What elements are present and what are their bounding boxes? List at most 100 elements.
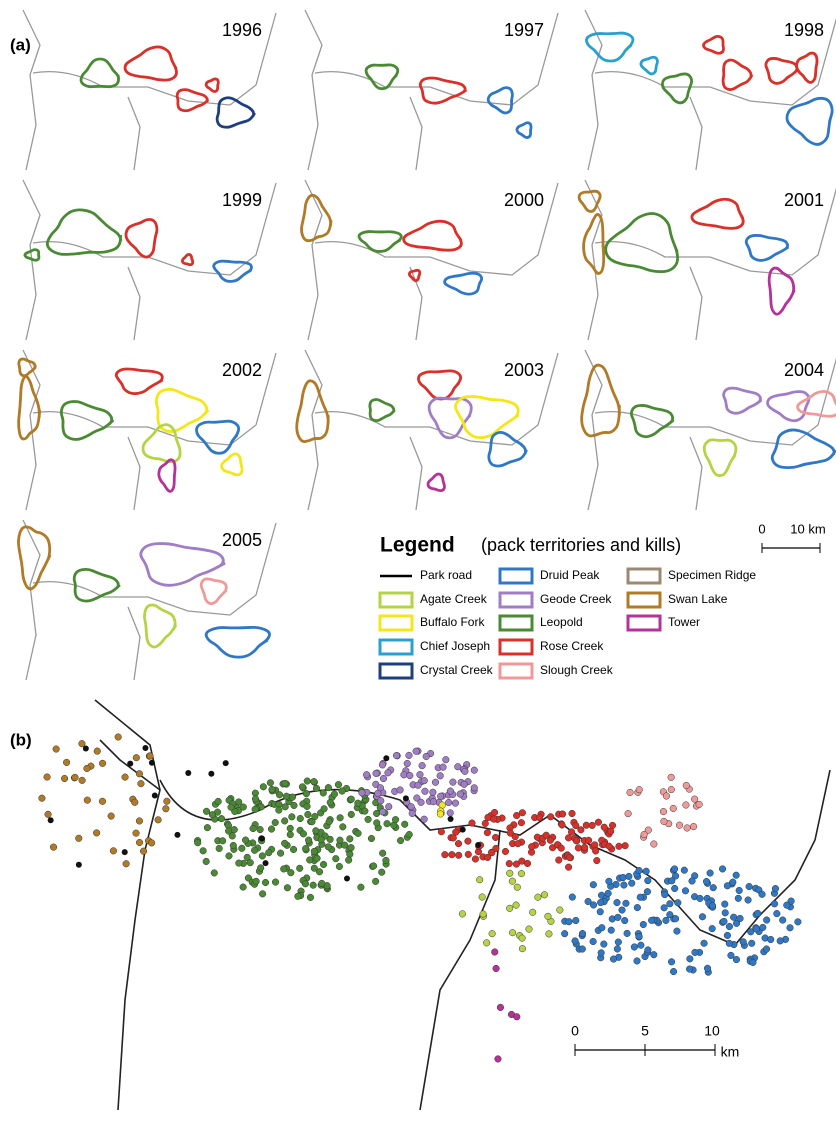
kill-site [403,759,411,768]
kill-site [256,826,264,834]
kill-site [484,813,492,821]
kill-site [709,884,717,892]
territory [690,197,745,230]
kill-site [494,1055,502,1063]
kill-site [420,777,428,785]
kill-site [633,957,641,965]
kill-site [49,843,58,851]
kill-site [75,861,82,868]
kill-site [302,845,310,853]
kill-site [729,878,737,886]
territory [59,400,115,441]
scale-label: 10 km [790,521,825,536]
legend-swatch [498,591,534,609]
kill-site [635,932,643,941]
kill-site [281,779,289,787]
kill-site [44,810,52,818]
kill-site [455,851,463,859]
kill-site [132,829,140,837]
kill-site [558,821,566,829]
kill-site [302,790,310,798]
kill-site [637,941,645,949]
territory [702,438,738,477]
territory [785,96,834,146]
kill-site [581,843,589,851]
kill-site [464,850,472,858]
legend-swatch [626,591,662,609]
legend-swatch [378,591,414,609]
kill-site [372,769,380,777]
kill-site [508,877,516,885]
territory [443,271,484,296]
territory [408,268,422,283]
kill-site [392,751,401,760]
kill-site [561,930,569,938]
territory-map: 2004 [580,349,836,511]
kill-site [438,801,446,809]
kill-site [698,913,707,921]
territory [454,395,520,440]
kill-site [52,745,60,753]
kill-site [43,773,51,781]
kill-site [723,882,731,890]
kill-site [771,885,780,893]
kill-site [446,787,454,795]
year-label: 1996 [222,20,262,40]
kill-site [275,806,283,814]
kill-site [525,925,533,933]
kill-site [559,810,567,818]
territory [114,367,164,396]
kill-site [364,815,372,823]
territory [17,357,37,378]
kill-site [787,897,795,905]
kill-site [734,894,742,902]
kill-site [513,811,521,820]
kill-site [661,891,669,899]
park-road [314,12,559,106]
kill-site [358,789,366,797]
park-road [304,349,323,511]
kill-site [540,891,549,899]
kill-site [662,792,670,800]
kill-site [280,865,288,873]
kill-site [439,763,447,771]
kill-site [517,819,525,827]
kill-site [210,869,218,877]
territory [486,86,514,115]
kill-site [287,869,295,877]
kill-site [492,844,500,852]
kill-site [555,856,563,864]
kill-site [454,840,463,848]
kill-site [266,779,274,787]
kill-site [325,818,333,826]
kill-site [202,857,210,865]
kill-site [262,860,269,867]
kill-site [642,867,650,875]
kill-site [93,747,101,755]
kill-site [468,819,476,827]
kill-site [718,865,727,873]
kill-site [776,937,784,945]
territory [629,404,675,439]
kill-site [416,771,424,779]
kill-site [594,818,602,826]
park-road [584,349,603,511]
kill-site [142,745,149,752]
kill-site [732,956,740,964]
territory [364,63,400,91]
kill-site [429,798,437,806]
kill-site [735,886,743,895]
territory-map: 1998 [584,9,836,171]
kill-site [320,860,328,869]
territory [515,121,533,139]
kill-site [767,935,775,944]
kill-site [281,817,289,825]
territory-map: 2002 [17,349,277,511]
kill-site [650,840,658,848]
kill-site [246,859,254,867]
territory [157,458,177,493]
park-road [159,769,831,946]
kill-site [636,893,644,901]
kill-site [306,856,314,864]
legend-label: Specimen Ridge [668,568,756,582]
